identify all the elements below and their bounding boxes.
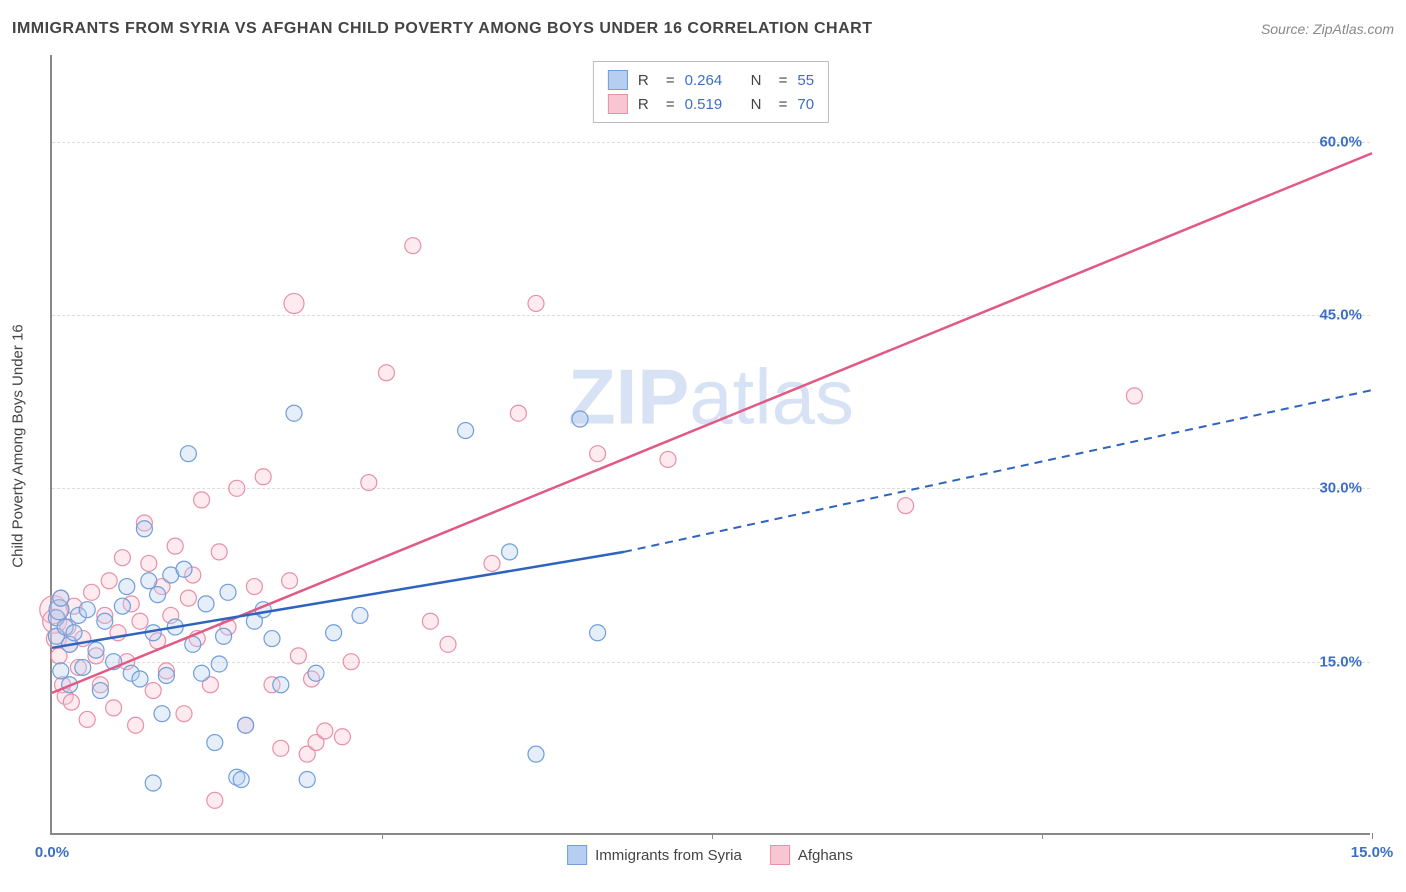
y-axis-label: Child Poverty Among Boys Under 16 — [10, 324, 27, 567]
n-value-blue: 55 — [797, 72, 814, 89]
chart-svg — [52, 55, 1372, 835]
legend-swatch-blue — [608, 70, 628, 90]
chart-area: ZIPatlas R = 0.264 N = 55 R = 0.519 — [50, 55, 1370, 835]
legend-item-blue: Immigrants from Syria — [567, 845, 742, 865]
y-tick-label: 45.0% — [1319, 307, 1362, 324]
legend-row-pink: R = 0.519 N = 70 — [608, 92, 814, 116]
source-label: Source: ZipAtlas.com — [1261, 21, 1394, 37]
legend-row-blue: R = 0.264 N = 55 — [608, 68, 814, 92]
y-tick-label: 15.0% — [1319, 653, 1362, 670]
series-legend: Immigrants from Syria Afghans — [567, 845, 853, 865]
x-tick-label: 0.0% — [35, 844, 69, 861]
n-value-pink: 70 — [797, 96, 814, 113]
plot-region: ZIPatlas R = 0.264 N = 55 R = 0.519 — [50, 55, 1370, 835]
r-value-blue: 0.264 — [685, 72, 741, 89]
legend-swatch-blue-icon — [567, 845, 587, 865]
x-tick-label: 15.0% — [1351, 844, 1394, 861]
legend-item-pink: Afghans — [770, 845, 853, 865]
y-tick-label: 30.0% — [1319, 480, 1362, 497]
chart-title: IMMIGRANTS FROM SYRIA VS AFGHAN CHILD PO… — [12, 20, 873, 38]
r-value-pink: 0.519 — [685, 96, 741, 113]
correlation-legend: R = 0.264 N = 55 R = 0.519 N = 70 — [593, 61, 829, 123]
legend-swatch-pink-icon — [770, 845, 790, 865]
legend-swatch-pink — [608, 94, 628, 114]
y-tick-label: 60.0% — [1319, 133, 1362, 150]
